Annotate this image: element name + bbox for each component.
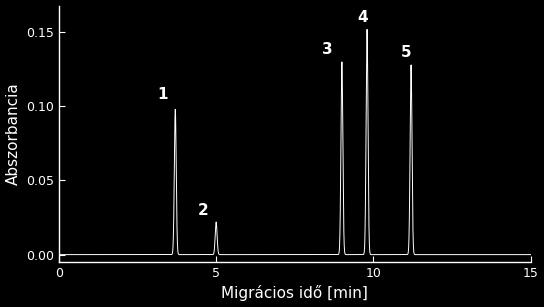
Text: 1: 1: [157, 87, 168, 102]
Text: 5: 5: [401, 45, 412, 60]
Text: 4: 4: [357, 10, 368, 25]
Y-axis label: Abszorbancia: Abszorbancia: [5, 82, 21, 185]
Text: 2: 2: [198, 203, 209, 218]
Text: 3: 3: [323, 42, 333, 57]
X-axis label: Migrácios idő [min]: Migrácios idő [min]: [221, 286, 368, 301]
